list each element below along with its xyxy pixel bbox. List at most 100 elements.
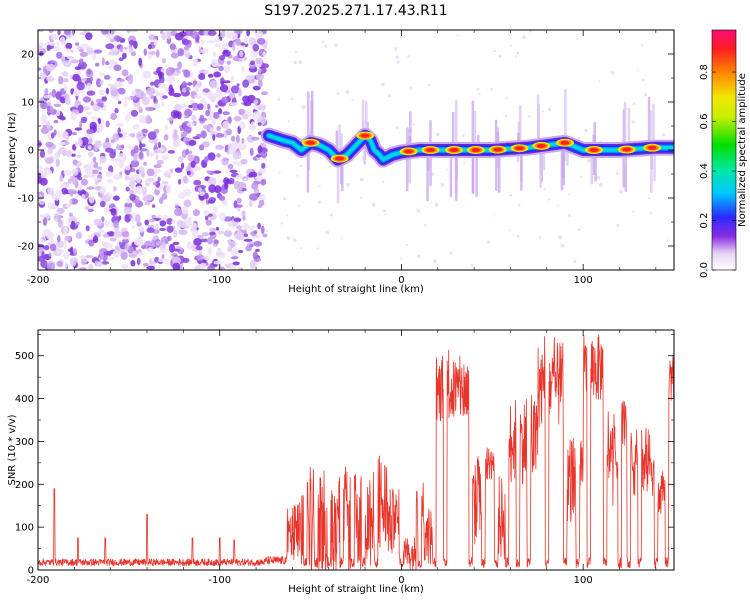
noise-blob [227,163,234,170]
noise-blob [154,149,161,154]
noise-dot [558,235,563,240]
colorbar-label: Normalized spectral amplitude [737,73,748,227]
noise-dot [476,87,480,91]
noise-blob [50,33,58,41]
noise-dot [434,202,439,207]
noise-blob [62,240,67,250]
noise-blob [148,218,156,223]
noise-blob [192,80,198,85]
noise-blob [147,265,156,270]
noise-blob [57,30,61,36]
noise-blob [248,171,258,178]
noise-blob [39,165,43,171]
noise-blob [128,145,135,150]
noise-blob [102,141,112,150]
noise-blob [178,156,184,163]
noise-blob [219,55,226,61]
noise-blob [128,253,136,258]
noise-blob [247,94,256,104]
noise-blob [90,116,98,120]
spectral-streak [520,154,523,191]
noise-blob [126,30,131,34]
noise-blob [158,82,166,88]
noise-blob [146,87,156,96]
noise-blob [40,236,47,243]
noise-blob [236,197,242,204]
noise-blob [172,256,181,265]
noise-blob [259,193,266,202]
noise-blob [61,187,68,195]
noise-blob [142,186,147,195]
noise-blob [234,30,243,35]
noise-blob [183,199,192,208]
ridge-peak [493,147,503,152]
noise-blob [206,170,213,174]
noise-blob [253,230,258,235]
noise-blob [166,218,173,225]
noise-blob [92,169,99,175]
spectral-streak [560,148,564,191]
noise-blob [101,57,105,66]
noise-blob [45,141,54,148]
noise-blob [185,140,190,146]
noise-blob [161,242,167,249]
noise-dot [470,263,474,267]
noise-blob [214,185,222,194]
noise-blob [130,133,135,137]
noise-blob [255,234,262,239]
noise-blob [224,147,228,153]
noise-dot [577,137,581,140]
noise-blob [133,153,138,162]
y-tick-label: 20 [21,50,34,61]
noise-blob [183,69,191,78]
noise-dot [405,244,408,247]
noise-blob [205,214,209,221]
noise-blob [100,104,104,108]
noise-blob [218,266,225,270]
noise-blob [86,47,94,55]
ridge-peak [560,140,570,145]
noise-blob [77,104,84,114]
noise-blob [152,103,161,109]
noise-blob [165,258,169,265]
noise-blob [186,122,195,127]
y-tick-label: 10 [21,98,34,109]
noise-blob [157,141,161,148]
noise-dot [641,44,644,47]
spectral-streak [365,100,368,130]
noise-dot [610,70,615,75]
noise-blob [188,139,197,146]
noise-blob [124,113,131,122]
noise-blob [195,81,203,88]
noise-blob [174,103,182,112]
spectrogram-streaks [306,88,656,204]
noise-blob [46,76,55,82]
noise-blob [262,51,267,57]
noise-blob [147,177,155,182]
noise-dot [576,37,579,41]
noise-blob [59,36,66,45]
noise-blob [182,188,192,197]
noise-blob [230,256,239,260]
spectral-streak [406,157,409,171]
noise-blob [101,30,109,35]
y-tick-label: -20 [18,242,34,253]
noise-blob [63,169,72,176]
noise-blob [161,154,170,161]
noise-blob [206,40,216,44]
noise-blob [112,133,120,142]
noise-blob [234,180,241,190]
noise-dot [498,54,502,58]
noise-blob [172,262,181,270]
noise-blob [233,116,242,121]
noise-blob [122,134,127,140]
noise-blob [192,107,198,111]
noise-blob [222,199,228,206]
noise-blob [111,158,120,162]
noise-dot [580,175,583,178]
noise-dot [351,98,354,102]
noise-dot [427,84,430,86]
noise-blob [75,42,79,46]
noise-blob [193,87,200,93]
spectral-streak [623,155,626,167]
